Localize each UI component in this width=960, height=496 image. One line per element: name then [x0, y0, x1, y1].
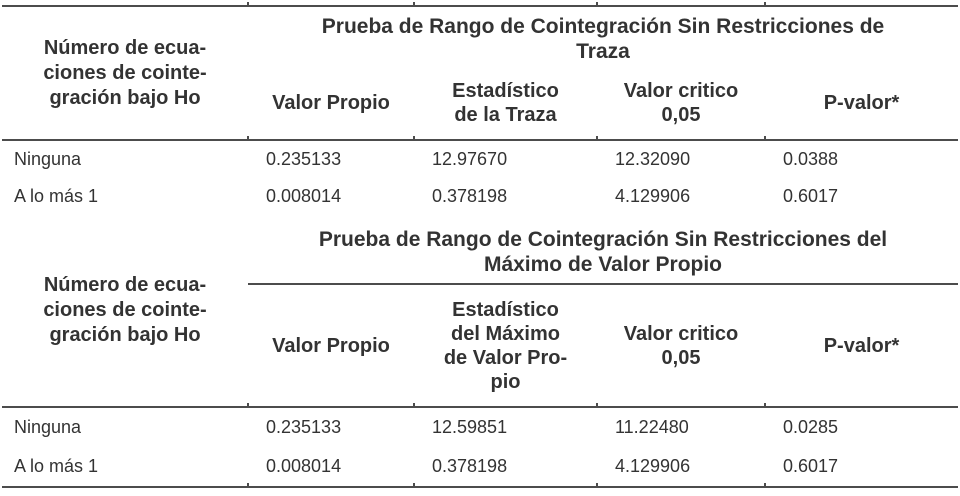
col-header-estadistico-traza: Estadístico de la Traza	[452, 80, 559, 126]
table-row: A lo más 1 0.008014 0.378198 4.129906 0.…	[2, 178, 958, 215]
col-header-valor-critico: Valor critico 0,05	[623, 80, 739, 126]
column-tick	[596, 2, 598, 7]
cell-estadistico: 12.59851	[432, 417, 508, 437]
column-tick	[247, 2, 249, 7]
cell-valor-propio: 0.008014	[266, 186, 342, 206]
table-row: A lo más 1 0.008014 0.378198 4.129906 0.…	[2, 447, 958, 486]
column-tick	[596, 403, 598, 408]
trace-test-table: Número de ecua- ciones de cointe- gració…	[2, 7, 958, 215]
cell-valor-propio: 0.235133	[266, 149, 342, 169]
col-header-valor-propio: Valor Propio	[272, 334, 390, 357]
column-tick	[764, 2, 766, 7]
row-label: A lo más 1	[14, 456, 99, 476]
results-sheet: Número de ecua- ciones de cointe- gració…	[2, 0, 958, 488]
column-tick	[413, 483, 415, 488]
column-tick	[764, 136, 766, 141]
span-title-underline-rule	[248, 283, 958, 285]
top-border-rule	[2, 2, 958, 7]
cell-p-valor: 0.0388	[783, 149, 839, 169]
table-row: Ninguna 0.235133 12.59851 11.22480 0.028…	[2, 408, 958, 447]
cell-p-valor: 0.6017	[783, 186, 839, 206]
row-header-label: Número de ecua- ciones de cointe- gració…	[43, 274, 207, 346]
max-eigenvalue-test-table: Número de ecua- ciones de cointe- gració…	[2, 215, 958, 486]
column-tick	[247, 136, 249, 141]
cell-estadistico: 0.378198	[432, 186, 508, 206]
cell-p-valor: 0.0285	[783, 417, 839, 437]
row-label: Ninguna	[14, 417, 82, 437]
cell-p-valor: 0.6017	[783, 456, 839, 476]
col-header-p-valor: P-valor*	[823, 334, 900, 357]
table-row: Ninguna 0.235133 12.97670 12.32090 0.038…	[2, 141, 958, 178]
header-separator-rule	[2, 403, 958, 408]
cell-estadistico: 12.97670	[432, 149, 508, 169]
trace-column-headers: Valor Propio Estadístico de la Traza Val…	[248, 67, 958, 139]
col-header-valor-propio: Valor Propio	[272, 92, 390, 114]
cell-valor-critico: 4.129906	[615, 456, 691, 476]
column-tick	[413, 403, 415, 408]
row-label: Ninguna	[14, 149, 82, 169]
cell-valor-critico: 11.22480	[615, 417, 689, 437]
row-label: A lo más 1	[14, 186, 99, 206]
cell-estadistico: 0.378198	[432, 456, 508, 476]
cell-valor-critico: 12.32090	[615, 149, 691, 169]
header-separator-rule	[2, 136, 958, 141]
cell-valor-critico: 4.129906	[615, 186, 691, 206]
row-header-label: Número de ecua- ciones de cointe- gració…	[43, 36, 207, 109]
trace-header-right: Prueba de Rango de Cointegración Sin Res…	[248, 7, 958, 139]
column-tick	[596, 483, 598, 488]
column-tick	[596, 136, 598, 141]
max-eigen-column-headers: Valor Propio Estadístico del Máximo de V…	[248, 285, 958, 406]
col-header-p-valor: P-valor*	[823, 92, 900, 114]
trace-span-title: Prueba de Rango de Cointegración Sin Res…	[321, 15, 885, 63]
column-tick	[247, 483, 249, 488]
max-eigen-header: Número de ecua- ciones de cointe- gració…	[2, 215, 958, 406]
column-tick	[764, 483, 766, 488]
trace-test-header: Número de ecua- ciones de cointe- gració…	[2, 7, 958, 139]
column-tick	[413, 2, 415, 7]
col-header-estadistico-maximo: Estadístico del Máximo de Valor Pro- pio	[443, 298, 568, 393]
column-tick	[764, 403, 766, 408]
bottom-border-rule	[2, 483, 958, 488]
column-tick	[247, 403, 249, 408]
max-eigen-span-title: Prueba de Rango de Cointegración Sin Res…	[318, 228, 888, 276]
column-tick	[413, 136, 415, 141]
col-header-valor-critico: Valor critico 0,05	[623, 322, 739, 369]
cell-valor-propio: 0.008014	[266, 456, 342, 476]
cell-valor-propio: 0.235133	[266, 417, 342, 437]
